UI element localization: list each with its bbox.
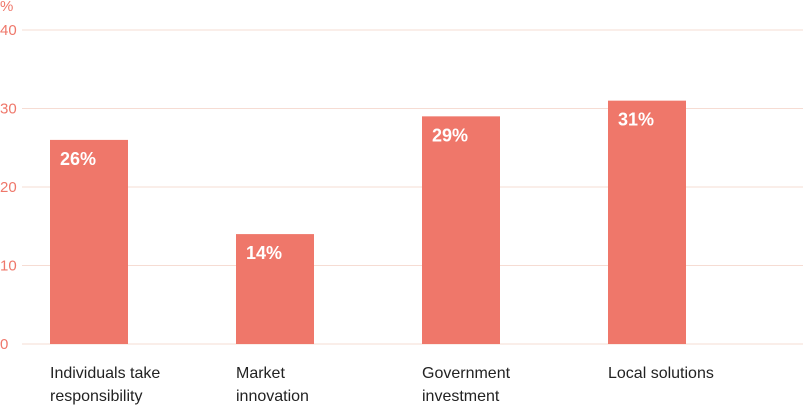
y-tick-label: 30 [0,101,17,118]
y-tick-label: 40 [0,22,17,39]
y-tick-label: 10 [0,258,17,275]
bar [236,234,314,344]
bar [50,139,128,344]
x-category-label-line: investment [422,388,500,405]
y-axis-unit-label: % [0,0,13,15]
x-category-label-line: Government [422,365,511,382]
x-category-label: Government investment [422,362,572,408]
y-tick-label: 20 [0,179,17,196]
bar [608,100,686,345]
x-category-label-line: responsibility [50,388,143,405]
x-category-label: Local solutions [608,362,758,385]
bar-data-label: 26% [60,149,96,169]
bar [422,116,500,344]
x-category-label-line: innovation [236,388,309,405]
bar-data-label: 29% [432,125,468,145]
x-category-label: Market innovation [236,362,386,408]
bar-data-label: 31% [618,110,654,130]
bar-data-label: 14% [246,243,282,263]
y-tick-label: 0 [0,336,8,353]
x-category-label-line: Individuals take [50,365,161,382]
x-category-label-line: Market [236,365,285,382]
x-category-label: Individuals take responsibility [50,362,200,408]
x-category-label-line: Local solutions [608,365,714,382]
